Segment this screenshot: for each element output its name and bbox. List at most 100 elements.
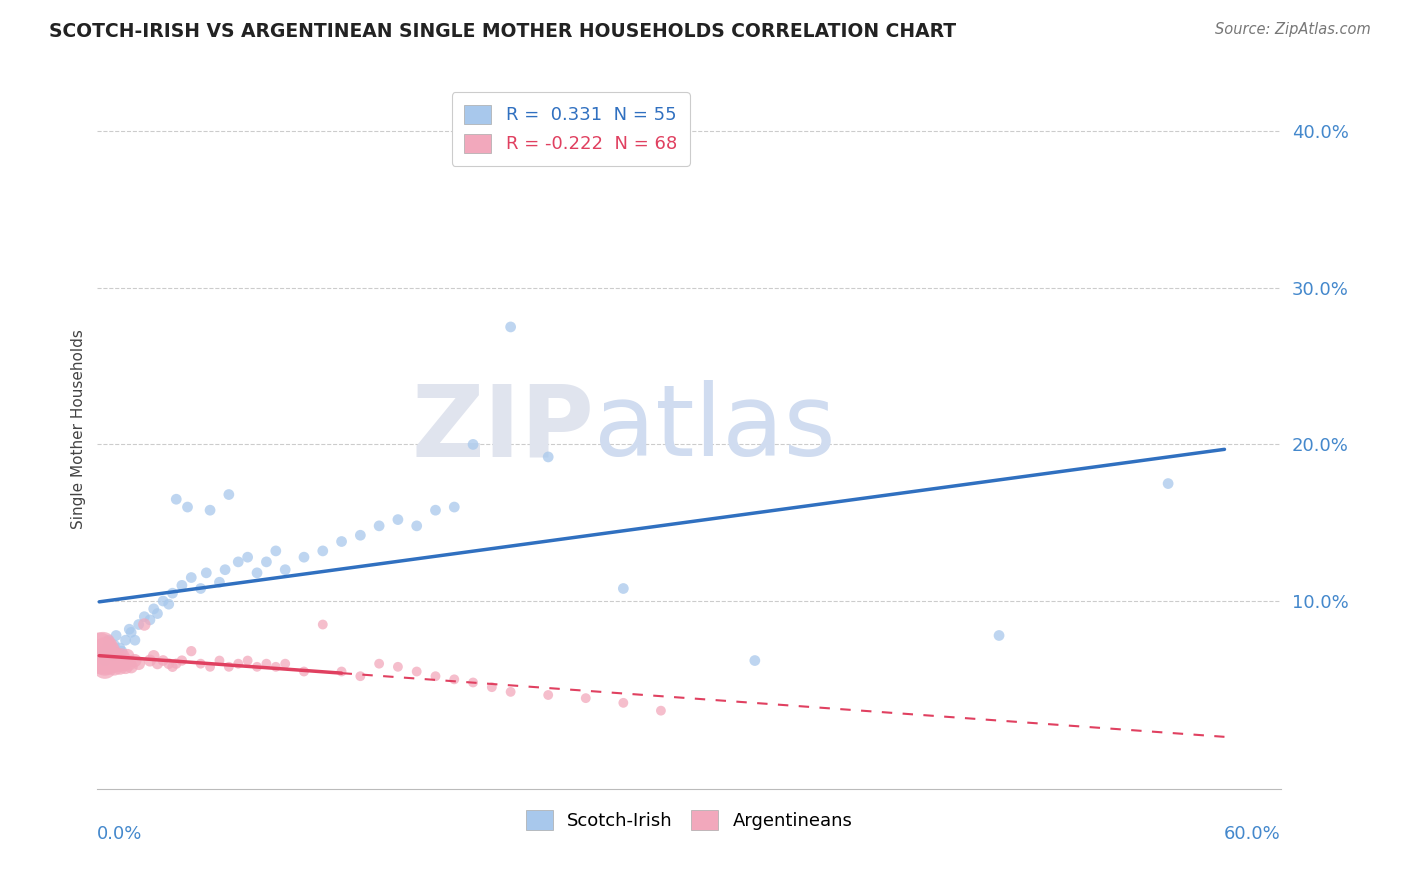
Point	[425, 503, 447, 517]
Point	[190, 582, 212, 596]
Text: SCOTCH-IRISH VS ARGENTINEAN SINGLE MOTHER HOUSEHOLDS CORRELATION CHART: SCOTCH-IRISH VS ARGENTINEAN SINGLE MOTHE…	[49, 22, 956, 41]
Point	[124, 633, 146, 648]
Point	[461, 437, 484, 451]
Point	[612, 582, 634, 596]
Point	[264, 544, 287, 558]
Y-axis label: Single Mother Households: Single Mother Households	[72, 329, 86, 529]
Text: atlas: atlas	[595, 380, 837, 477]
Point	[90, 654, 112, 668]
Point	[96, 648, 118, 663]
Point	[744, 654, 766, 668]
Point	[650, 704, 672, 718]
Point	[499, 685, 522, 699]
Point	[165, 657, 187, 671]
Point	[120, 660, 142, 674]
Point	[481, 680, 503, 694]
Point	[405, 519, 427, 533]
Point	[226, 657, 249, 671]
Point	[114, 654, 136, 668]
Point	[988, 628, 1011, 642]
Point	[443, 673, 465, 687]
Point	[89, 640, 111, 655]
Point	[124, 654, 146, 668]
Point	[443, 500, 465, 514]
Point	[180, 644, 202, 658]
Point	[246, 660, 269, 674]
Point	[139, 613, 162, 627]
Point	[101, 654, 124, 668]
Point	[312, 617, 335, 632]
Point	[208, 654, 231, 668]
Point	[162, 586, 184, 600]
Text: ZIP: ZIP	[412, 380, 595, 477]
Point	[96, 640, 118, 655]
Point	[292, 665, 315, 679]
Point	[96, 640, 118, 655]
Point	[292, 550, 315, 565]
Point	[425, 669, 447, 683]
Text: 0.0%: 0.0%	[97, 825, 143, 843]
Point	[157, 657, 180, 671]
Point	[128, 657, 150, 671]
Point	[112, 657, 135, 671]
Point	[128, 617, 150, 632]
Point	[461, 675, 484, 690]
Point	[226, 555, 249, 569]
Point	[142, 602, 165, 616]
Point	[97, 648, 120, 663]
Point	[111, 648, 134, 663]
Point	[218, 660, 240, 674]
Point	[176, 500, 198, 514]
Point	[218, 487, 240, 501]
Point	[94, 660, 117, 674]
Point	[90, 648, 112, 663]
Point	[368, 519, 391, 533]
Point	[105, 648, 128, 663]
Point	[274, 563, 297, 577]
Point	[105, 628, 128, 642]
Point	[118, 657, 141, 671]
Point	[170, 578, 193, 592]
Point	[349, 669, 371, 683]
Point	[96, 657, 118, 671]
Point	[101, 648, 124, 663]
Point	[349, 528, 371, 542]
Point	[537, 450, 560, 464]
Point	[190, 657, 212, 671]
Point	[180, 570, 202, 584]
Point	[537, 688, 560, 702]
Point	[97, 633, 120, 648]
Point	[118, 622, 141, 636]
Point	[575, 691, 598, 706]
Point	[146, 607, 169, 621]
Point	[94, 654, 117, 668]
Point	[134, 617, 156, 632]
Point	[91, 644, 114, 658]
Point	[330, 665, 353, 679]
Point	[120, 625, 142, 640]
Point	[117, 648, 139, 663]
Point	[103, 638, 125, 652]
Point	[246, 566, 269, 580]
Point	[114, 633, 136, 648]
Point	[108, 660, 131, 674]
Point	[612, 696, 634, 710]
Point	[100, 644, 122, 658]
Point	[100, 644, 122, 658]
Point	[157, 597, 180, 611]
Point	[208, 575, 231, 590]
Point	[108, 640, 131, 655]
Point	[94, 657, 117, 671]
Point	[142, 648, 165, 663]
Point	[198, 503, 221, 517]
Point	[152, 654, 174, 668]
Point	[499, 320, 522, 334]
Point	[103, 654, 125, 668]
Point	[387, 512, 409, 526]
Point	[170, 654, 193, 668]
Point	[405, 665, 427, 679]
Point	[114, 660, 136, 674]
Point	[90, 648, 112, 663]
Point	[91, 638, 114, 652]
Point	[103, 660, 125, 674]
